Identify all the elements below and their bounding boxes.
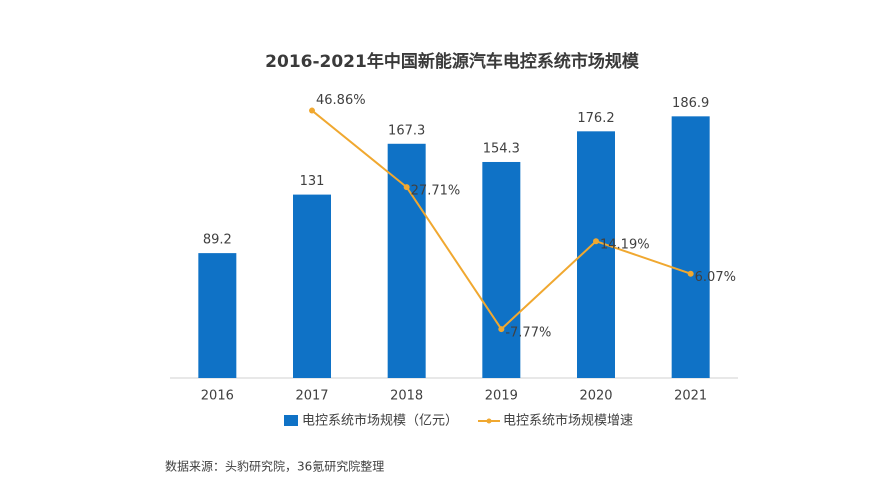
chart-title: 2016-2021年中国新能源汽车电控系统市场规模 <box>265 51 640 72</box>
x-tick-label: 2021 <box>674 389 707 404</box>
bar <box>293 194 331 378</box>
bar <box>387 143 426 378</box>
data-label: 89.2 <box>203 233 232 248</box>
bar <box>671 116 710 378</box>
data-label: 186.9 <box>672 96 709 111</box>
data-label: 14.19% <box>600 238 650 253</box>
line-point <box>593 238 599 245</box>
line-point <box>403 184 410 191</box>
data-label: 46.86% <box>316 93 366 108</box>
legend-label: 电控系统市场规模增速 <box>503 413 633 429</box>
line-point <box>498 326 505 333</box>
bar <box>577 131 615 378</box>
x-tick-label: 2017 <box>295 389 328 404</box>
x-tick-label: 2016 <box>201 389 234 404</box>
x-tick-label: 2018 <box>390 389 423 404</box>
x-tick-label: 2019 <box>485 389 518 404</box>
data-label: 27.71% <box>411 184 461 199</box>
data-label: 6.07% <box>695 270 736 285</box>
bar <box>198 253 237 378</box>
data-label: 167.3 <box>388 123 425 138</box>
data-label: 131 <box>300 174 325 189</box>
source-note: 数据来源：头豹研究院，36氪研究院整理 <box>165 459 384 474</box>
data-label: 154.3 <box>483 141 520 156</box>
line-point <box>687 270 694 277</box>
legend-swatch-dot <box>486 418 492 424</box>
data-label: 176.2 <box>577 111 614 126</box>
line-point <box>309 107 315 114</box>
legend-swatch-bar <box>284 415 298 426</box>
bar <box>482 161 521 378</box>
x-tick-label: 2020 <box>579 389 612 404</box>
legend-label: 电控系统市场规模（亿元） <box>302 413 458 429</box>
data-label: -7.77% <box>505 326 551 341</box>
